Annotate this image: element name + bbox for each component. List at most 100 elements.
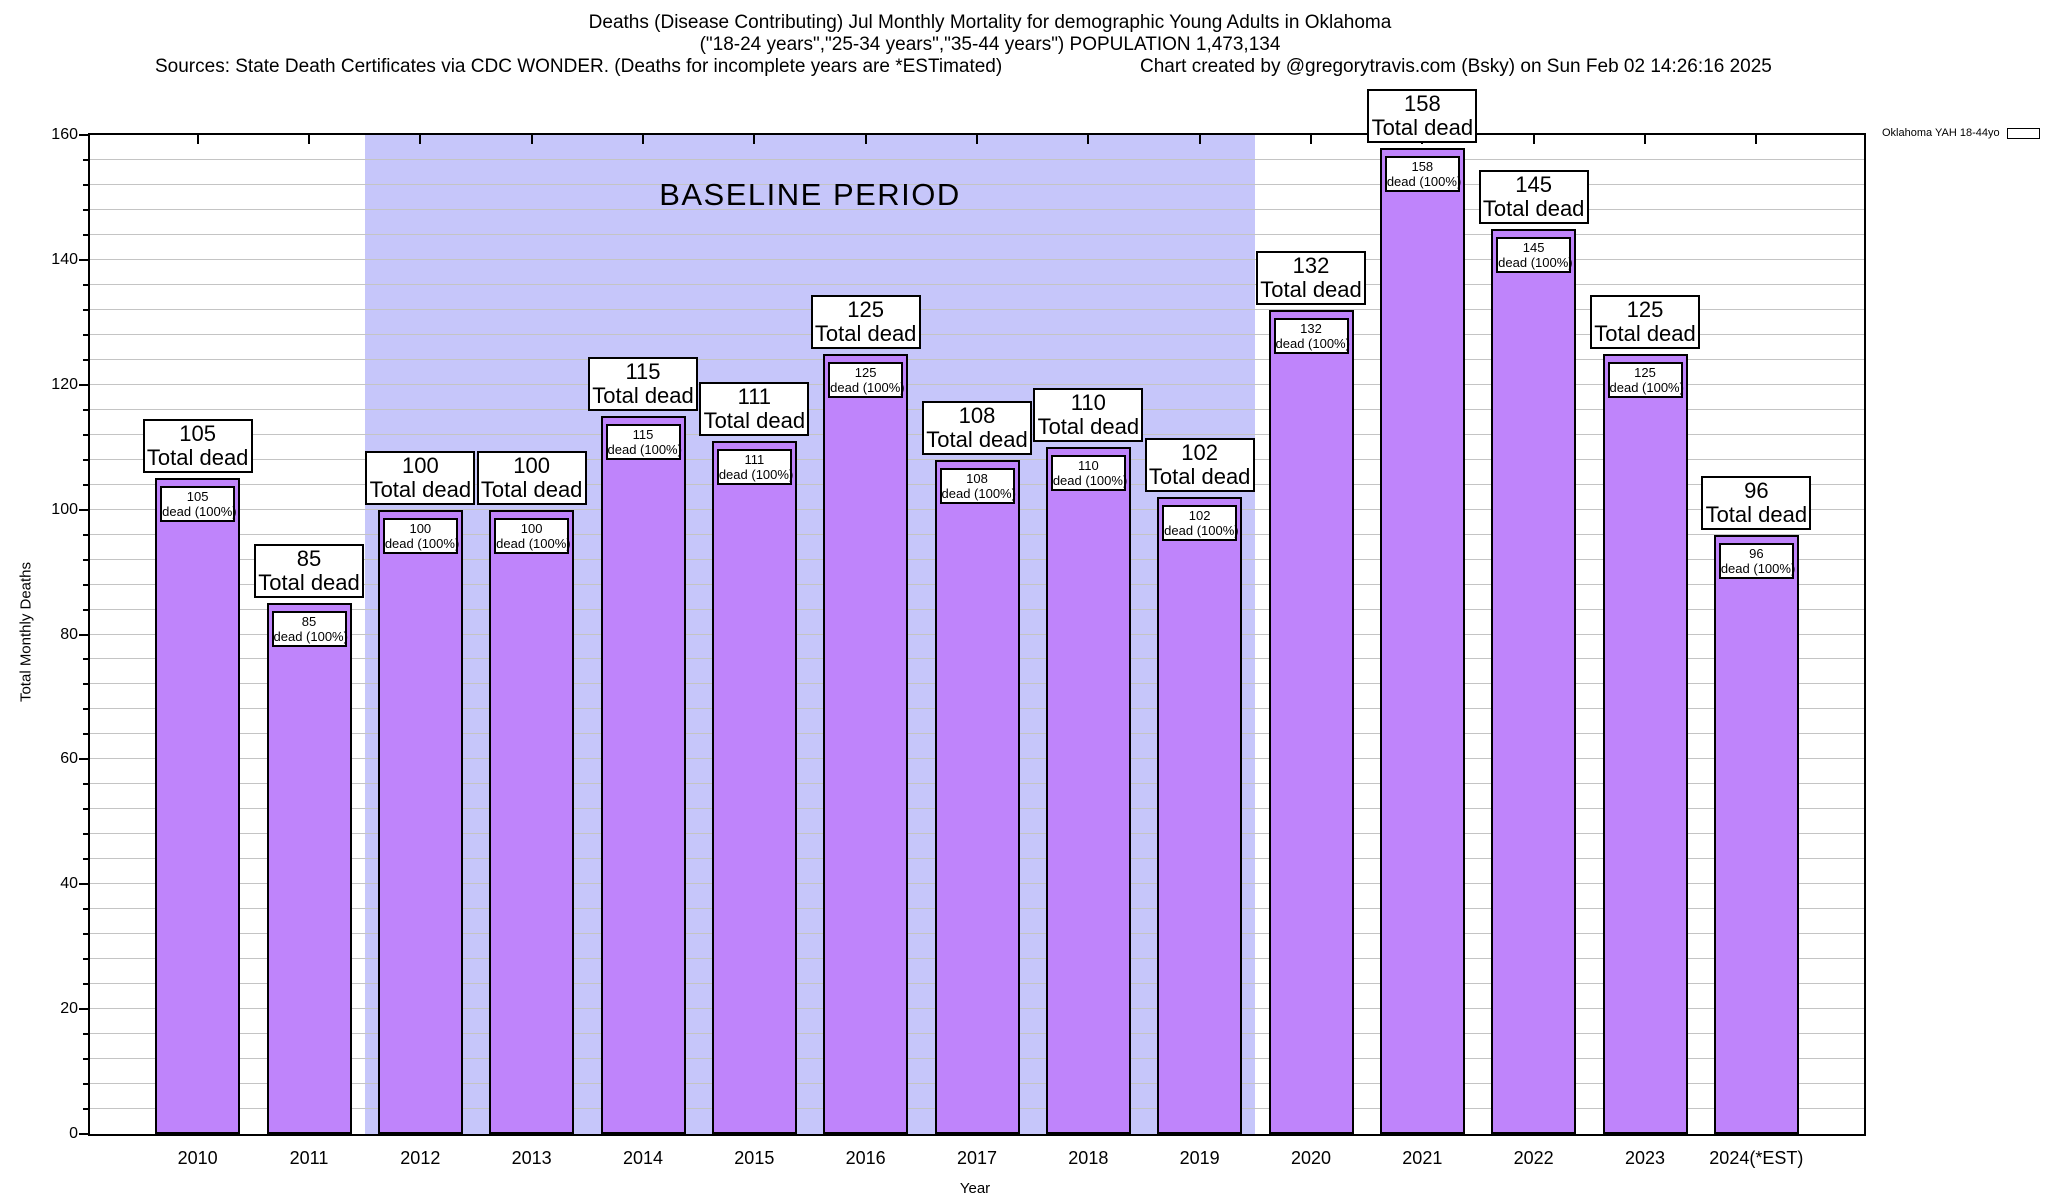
x-tick-label-2022: 2022 <box>1513 1148 1554 1168</box>
dead-pct-label-2018: 110 dead (100%) <box>1050 455 1127 492</box>
gridline-y-132 <box>90 308 1864 310</box>
y-tick-60 <box>79 758 88 761</box>
y-tick-64 <box>83 733 88 736</box>
dead-pct-label-2011: 85 dead (100%) <box>271 611 348 648</box>
total-dead-label-2014: 115 Total dead <box>588 356 698 411</box>
chart-subtitle: ("18-24 years","25-34 years","35-44 year… <box>699 34 1281 55</box>
y-tick-48 <box>83 833 88 836</box>
x-top-tick-2017 <box>976 135 978 144</box>
y-tick-52 <box>83 808 88 811</box>
x-tick-label-2015: 2015 <box>734 1148 775 1168</box>
dead-pct-label-2014: 115 dead (100%) <box>605 423 682 460</box>
x-tick-label-2012: 2012 <box>400 1148 441 1168</box>
y-tick-12 <box>83 1058 88 1061</box>
dead-pct-label-2019: 102 dead (100%) <box>1162 505 1239 542</box>
dead-pct-label-2023: 125 dead (100%) <box>1607 361 1684 398</box>
x-top-tick-2011 <box>308 135 310 144</box>
chart-titles: Deaths (Disease Contributing) Jul Monthl… <box>0 12 1980 56</box>
y-tick-108 <box>83 458 88 461</box>
y-tick-136 <box>83 283 88 286</box>
y-tick-label-100: 100 <box>51 500 78 518</box>
y-tick-16 <box>83 1033 88 1036</box>
y-tick-4 <box>83 1108 88 1111</box>
x-top-tick-2015 <box>753 135 756 144</box>
bar-2021: 158 dead (100%) <box>1379 147 1465 1134</box>
total-dead-label-2021: 158 Total dead <box>1367 88 1478 143</box>
legend-label: Oklahoma YAH 18-44yo <box>1882 127 2000 139</box>
y-tick-8 <box>83 1083 88 1086</box>
gridline-y-120 <box>90 383 1864 385</box>
x-top-tick-2016 <box>864 135 867 144</box>
y-tick-156 <box>83 158 88 161</box>
x-axis-title: Year <box>959 1180 991 1197</box>
dead-pct-label-2017: 108 dead (100%) <box>939 467 1016 504</box>
x-top-tick-2014 <box>642 135 644 144</box>
dead-pct-label-2016: 125 dead (100%) <box>828 361 905 398</box>
y-tick-144 <box>83 233 88 236</box>
y-tick-152 <box>83 183 88 186</box>
x-tick-label-2020: 2020 <box>1290 1148 1332 1168</box>
x-top-tick-2013 <box>530 135 533 144</box>
gridline-y-140 <box>90 258 1864 260</box>
bar-2022: 145 dead (100%) <box>1491 228 1577 1134</box>
y-tick-68 <box>83 708 88 711</box>
y-tick-label-140: 140 <box>51 250 78 268</box>
x-top-tick-2019 <box>1198 135 1201 144</box>
bar-2019: 102 dead (100%) <box>1157 497 1243 1134</box>
bar-2018: 110 dead (100%) <box>1045 447 1131 1134</box>
total-dead-label-2023: 125 Total dead <box>1590 294 1700 349</box>
y-tick-132 <box>83 308 88 311</box>
y-tick-label-40: 40 <box>60 875 78 893</box>
x-tick-label-2018: 2018 <box>1068 1148 1109 1168</box>
y-tick-140 <box>79 258 88 261</box>
dead-pct-label-2010: 105 dead (100%) <box>160 486 237 523</box>
y-tick-84 <box>83 608 88 611</box>
y-tick-label-120: 120 <box>51 375 78 393</box>
dead-pct-label-2022: 145 dead (100%) <box>1496 236 1573 273</box>
y-tick-100 <box>79 508 88 511</box>
y-tick-128 <box>83 333 88 336</box>
bar-2013: 100 dead (100%) <box>489 509 575 1134</box>
x-tick-label-2017: 2017 <box>956 1148 998 1168</box>
y-tick-label-160: 160 <box>51 126 78 143</box>
total-dead-label-2024(*EST): 96 Total dead <box>1701 475 1812 530</box>
total-dead-label-2011: 85 Total dead <box>254 544 364 599</box>
y-tick-92 <box>83 558 88 561</box>
x-tick-label-2010: 2010 <box>177 1148 218 1168</box>
y-tick-36 <box>83 908 88 911</box>
y-tick-label-0: 0 <box>69 1125 78 1142</box>
bar-2010: 105 dead (100%) <box>155 478 241 1134</box>
y-tick-124 <box>83 358 88 361</box>
legend: Oklahoma YAH 18-44yo <box>1882 127 2040 139</box>
x-top-tick-2023 <box>1644 135 1646 144</box>
y-tick-72 <box>83 683 88 686</box>
bar-2020: 132 dead (100%) <box>1268 309 1354 1134</box>
credit-note: Chart created by @gregorytravis.com (Bsk… <box>1140 56 1772 77</box>
gridline-y-128 <box>90 333 1864 335</box>
total-dead-label-2019: 102 Total dead <box>1144 438 1255 493</box>
y-tick-label-80: 80 <box>60 625 78 643</box>
bar-2016: 125 dead (100%) <box>823 353 909 1134</box>
x-top-tick-2018 <box>1087 135 1090 144</box>
y-tick-96 <box>83 533 88 536</box>
x-tick-label-2016: 2016 <box>845 1148 886 1168</box>
bar-2012: 100 dead (100%) <box>377 509 463 1134</box>
bar-2015: 111 dead (100%) <box>711 440 797 1134</box>
chart-title: Deaths (Disease Contributing) Jul Monthl… <box>588 12 1392 33</box>
x-top-tick-2010 <box>196 135 199 144</box>
baseline-period-label: BASELINE PERIOD <box>659 177 961 212</box>
x-tick-label-2024(*EST): 2024(*EST) <box>1709 1148 1804 1168</box>
gridline-y-136 <box>90 283 1864 285</box>
gridline-y-144 <box>90 233 1864 235</box>
total-dead-label-2020: 132 Total dead <box>1256 250 1366 305</box>
source-note: Sources: State Death Certificates via CD… <box>155 56 1003 77</box>
y-tick-148 <box>83 208 88 211</box>
y-tick-0 <box>79 1133 88 1135</box>
gridline-y-152 <box>90 183 1864 185</box>
x-tick-label-2021: 2021 <box>1402 1148 1443 1168</box>
y-tick-40 <box>79 883 88 886</box>
dead-pct-label-2015: 111 dead (100%) <box>716 448 793 485</box>
dead-pct-label-2013: 100 dead (100%) <box>494 517 571 554</box>
dead-pct-label-2024(*EST): 96 dead (100%) <box>1718 542 1795 579</box>
